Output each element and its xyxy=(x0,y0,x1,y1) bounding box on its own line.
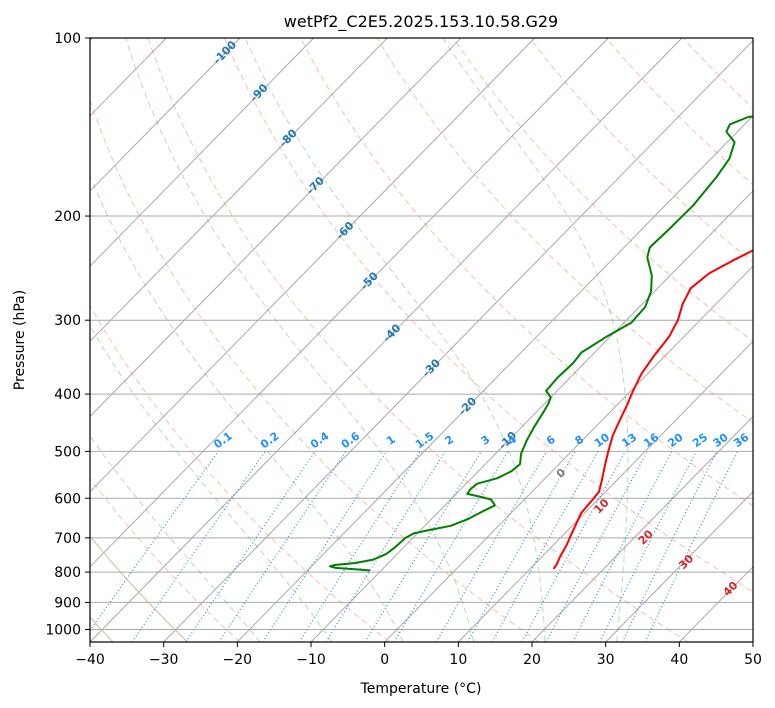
mixing-ratio-line xyxy=(90,451,219,632)
mixing-ratio-line xyxy=(131,451,266,642)
x-tick-label: −10 xyxy=(296,652,326,668)
moist-adiabat xyxy=(125,38,475,642)
isotherm-line xyxy=(310,190,753,642)
x-tick-label: 0 xyxy=(380,652,389,668)
y-tick-label: 300 xyxy=(54,313,81,329)
moist-adiabat xyxy=(90,175,404,642)
mixing-ratio-line xyxy=(364,451,482,642)
reference-adiabat xyxy=(90,535,189,642)
x-tick-label: −40 xyxy=(75,652,105,668)
mixing-ratio-line xyxy=(262,451,388,642)
y-axis-title: Pressure (hPa) xyxy=(12,290,28,390)
chart-title: wetPf2_C2E5.2025.153.10.58.G29 xyxy=(284,12,558,32)
moist-adiabat xyxy=(90,435,261,642)
moist-adiabat xyxy=(90,324,333,642)
dry-adiabat xyxy=(90,98,540,642)
mixing-ratio-line xyxy=(521,451,626,642)
isotherm-line xyxy=(90,38,683,642)
mixing-ratio-line xyxy=(545,451,649,642)
x-axis: −40 −30 −20 −10 0 10 20 30 40 50 xyxy=(75,642,762,668)
moist-adiabat xyxy=(244,38,546,642)
temperature-profile-line xyxy=(552,249,753,570)
x-tick-label: 30 xyxy=(597,652,615,668)
isotherm-line xyxy=(531,415,753,642)
y-tick-label: 1000 xyxy=(45,622,81,638)
isotherm-line xyxy=(90,38,535,493)
plot-area xyxy=(90,38,753,642)
y-axis: 100 200 300 400 500 600 700 800 900 1000 xyxy=(45,31,90,638)
y-tick-label: 100 xyxy=(54,31,81,47)
mixing-ratio-line xyxy=(325,451,446,642)
x-axis-title: Temperature (°C) xyxy=(360,681,482,697)
x-tick-label: 40 xyxy=(670,652,688,668)
mixing-ratio-line xyxy=(218,451,347,642)
isotherm-line xyxy=(90,38,462,418)
isotherm-line xyxy=(605,490,753,642)
isotherm-line xyxy=(90,38,241,192)
x-tick-label: −20 xyxy=(223,652,253,668)
dry-adiabat xyxy=(300,38,753,507)
y-tick-label: 700 xyxy=(54,531,81,547)
plot-frame xyxy=(89,37,754,643)
x-tick-label: −30 xyxy=(149,652,179,668)
y-tick-label: 800 xyxy=(54,565,81,581)
isotherm-line xyxy=(90,38,314,267)
mixing-ratio-line xyxy=(185,451,316,642)
mixing-ratio-line xyxy=(599,451,697,642)
isotherm-line xyxy=(163,39,753,642)
mixing-ratio-line xyxy=(572,451,673,642)
y-tick-label: 200 xyxy=(54,209,81,225)
y-tick-label: 600 xyxy=(54,491,81,507)
y-tick-label: 400 xyxy=(54,387,81,403)
isotherm-line xyxy=(457,340,753,642)
isotherm-line xyxy=(90,38,388,343)
x-tick-label: 10 xyxy=(449,652,467,668)
y-tick-label: 900 xyxy=(54,595,81,611)
isotherm-line xyxy=(384,265,753,642)
mixing-ratio-line xyxy=(491,451,599,642)
y-tick-label: 500 xyxy=(54,444,81,460)
isotherm-line xyxy=(90,38,609,568)
x-tick-label: 50 xyxy=(744,652,762,668)
dry-adiabat xyxy=(90,304,390,642)
dry-adiabat xyxy=(90,477,241,642)
x-tick-label: 20 xyxy=(523,652,541,668)
dewpoint-profile-line xyxy=(328,115,753,572)
moist-adiabat xyxy=(442,38,629,642)
